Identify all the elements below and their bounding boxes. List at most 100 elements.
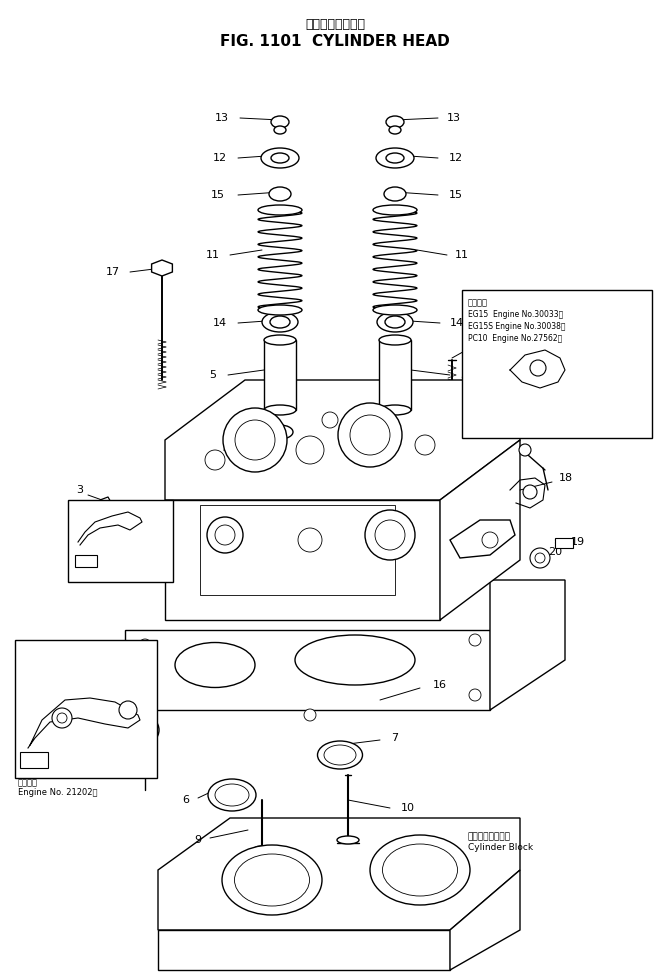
Circle shape <box>375 520 405 550</box>
Circle shape <box>215 525 235 545</box>
Ellipse shape <box>379 335 411 345</box>
Ellipse shape <box>271 153 289 163</box>
Text: 22: 22 <box>26 758 38 768</box>
Text: 18: 18 <box>568 375 582 385</box>
Circle shape <box>137 722 153 738</box>
Text: シリンダブロック: シリンダブロック <box>468 832 511 841</box>
Text: 13: 13 <box>215 113 229 123</box>
Text: 5: 5 <box>461 370 467 380</box>
Text: 16: 16 <box>433 680 447 690</box>
Text: 15: 15 <box>449 190 463 200</box>
Bar <box>379 340 411 410</box>
Text: 23: 23 <box>69 755 81 765</box>
Circle shape <box>530 548 550 568</box>
Polygon shape <box>450 520 515 558</box>
Ellipse shape <box>261 148 299 168</box>
Ellipse shape <box>269 187 291 201</box>
Text: 11: 11 <box>455 250 469 260</box>
Text: 6: 6 <box>183 795 189 805</box>
Text: 18: 18 <box>559 473 573 483</box>
Text: PC10  Engine No.27562～: PC10 Engine No.27562～ <box>468 334 562 343</box>
Text: 19: 19 <box>571 537 585 547</box>
Ellipse shape <box>267 425 293 439</box>
Bar <box>20 752 48 768</box>
Ellipse shape <box>258 305 302 315</box>
Text: 21: 21 <box>123 570 137 580</box>
Polygon shape <box>158 818 520 930</box>
Ellipse shape <box>253 846 271 854</box>
Ellipse shape <box>379 405 411 415</box>
Bar <box>264 340 296 410</box>
Ellipse shape <box>376 148 414 168</box>
Text: EG15S Engine No.30038～: EG15S Engine No.30038～ <box>468 322 565 331</box>
Text: 13: 13 <box>447 113 461 123</box>
Circle shape <box>57 713 67 723</box>
Text: FIG. 1101  CYLINDER HEAD: FIG. 1101 CYLINDER HEAD <box>220 34 450 49</box>
Polygon shape <box>165 500 440 620</box>
Ellipse shape <box>384 187 406 201</box>
Bar <box>105 520 133 536</box>
Text: 12: 12 <box>449 153 463 163</box>
Ellipse shape <box>386 153 404 163</box>
Text: 14: 14 <box>450 318 464 328</box>
Circle shape <box>415 435 435 455</box>
Circle shape <box>139 684 151 696</box>
Ellipse shape <box>264 335 296 345</box>
Text: Engine No. 21202～: Engine No. 21202～ <box>18 788 97 797</box>
Circle shape <box>298 528 322 552</box>
Text: シリンダヘッド・: シリンダヘッド・ <box>305 18 365 31</box>
Ellipse shape <box>247 850 277 862</box>
Text: 20: 20 <box>548 547 562 557</box>
Circle shape <box>207 517 243 553</box>
Bar <box>125 630 490 710</box>
Circle shape <box>119 701 137 719</box>
Text: 7: 7 <box>391 733 399 743</box>
Bar <box>68 500 173 582</box>
Ellipse shape <box>175 643 255 688</box>
Ellipse shape <box>373 305 417 315</box>
Text: 10: 10 <box>401 803 415 813</box>
Polygon shape <box>440 440 520 620</box>
Bar <box>15 640 157 778</box>
Text: 2: 2 <box>118 539 126 549</box>
Circle shape <box>535 553 545 563</box>
Text: 17: 17 <box>106 267 120 277</box>
Ellipse shape <box>264 405 296 415</box>
Ellipse shape <box>373 205 417 215</box>
Ellipse shape <box>385 316 405 328</box>
Ellipse shape <box>274 126 286 134</box>
Ellipse shape <box>383 844 457 896</box>
Ellipse shape <box>215 784 249 806</box>
Ellipse shape <box>258 205 302 215</box>
Circle shape <box>469 689 481 701</box>
Ellipse shape <box>295 635 415 685</box>
Text: 3: 3 <box>77 485 83 495</box>
Circle shape <box>235 420 275 460</box>
Circle shape <box>530 360 546 376</box>
Text: 適用号機: 適用号機 <box>468 298 488 307</box>
Bar <box>75 555 97 567</box>
Circle shape <box>365 510 415 560</box>
Ellipse shape <box>222 845 322 915</box>
Ellipse shape <box>262 312 298 332</box>
Circle shape <box>223 408 287 472</box>
Polygon shape <box>158 930 450 970</box>
Circle shape <box>52 708 72 728</box>
Bar <box>462 290 652 438</box>
Text: 9: 9 <box>195 835 201 845</box>
Text: 21: 21 <box>123 563 137 573</box>
Text: 21: 21 <box>126 738 138 748</box>
Ellipse shape <box>234 854 310 906</box>
Polygon shape <box>152 260 172 276</box>
Ellipse shape <box>318 741 363 769</box>
Ellipse shape <box>208 779 256 811</box>
Circle shape <box>139 639 151 651</box>
Ellipse shape <box>271 116 289 128</box>
Text: 1: 1 <box>538 399 545 409</box>
Bar <box>200 505 395 595</box>
Ellipse shape <box>377 312 413 332</box>
Text: 14: 14 <box>213 318 227 328</box>
Text: 11: 11 <box>206 250 220 260</box>
Ellipse shape <box>389 126 401 134</box>
Text: 15: 15 <box>211 190 225 200</box>
